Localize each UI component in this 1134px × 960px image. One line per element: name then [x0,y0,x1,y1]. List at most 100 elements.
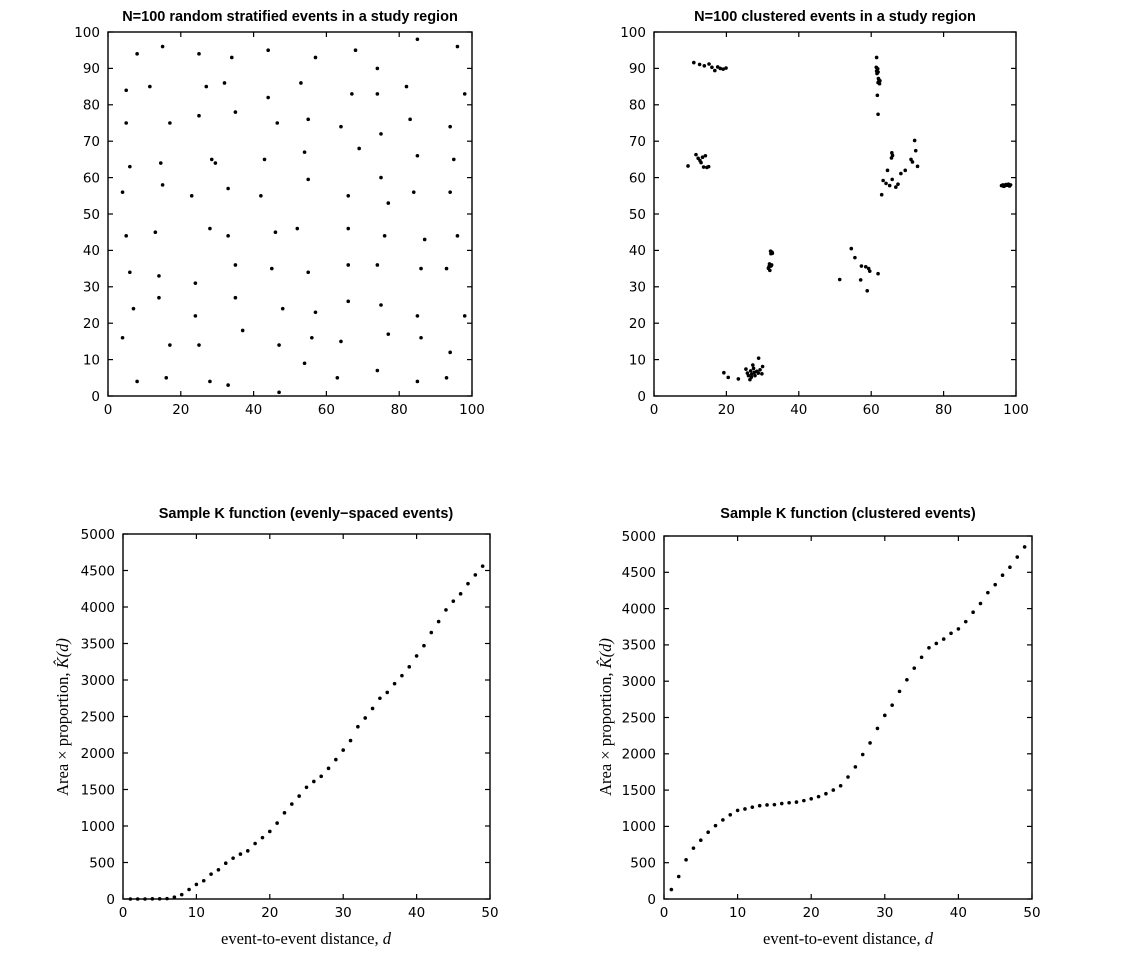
y-tick-label: 0 [91,389,100,405]
data-point [164,376,169,380]
data-point [963,619,968,624]
axes-box [653,31,1017,397]
x-tick-label: 40 [245,402,262,418]
data-point [326,766,331,771]
data-point [749,375,754,379]
data-point [375,66,380,71]
data-point [414,654,419,658]
y-axis-label: Area × proportion, K̂(d) [53,638,72,796]
y-tick-label: 80 [83,98,100,114]
data-point [233,110,238,114]
y-tick-label: 80 [629,98,646,114]
data-point [378,696,382,701]
data-point [226,383,230,387]
data-point [313,55,318,60]
data-point [713,823,718,828]
data-point [208,379,212,384]
data-point [346,263,351,267]
data-point [135,897,140,901]
data-point [120,335,125,340]
data-point [275,821,279,825]
data-point [444,376,449,380]
data-point [986,590,990,595]
data-point [480,564,485,568]
data-point [853,765,858,769]
plot-title: N=100 clustered events in a study region [694,9,976,25]
data-point [160,44,165,49]
y-tick-label: 10 [83,352,100,368]
data-point [743,807,747,811]
x-axis-label: event-to-event distance, d [221,929,392,948]
data-point [751,366,756,371]
data-point [765,803,769,807]
data-point [375,368,380,373]
data-point [231,856,235,860]
y-tick-label: 5000 [622,529,656,545]
data-point [874,55,879,60]
y-tick-label: 3000 [622,674,656,690]
data-point [879,192,884,197]
data-point [158,161,163,165]
data-point [466,581,470,586]
data-point [273,230,278,234]
data-point [736,377,741,381]
plot-title: Sample K function (clustered events) [720,506,976,522]
data-point [978,601,983,606]
x-tick-label: 20 [261,905,278,921]
x-tick-label: 0 [119,905,128,921]
data-point [392,681,397,686]
data-point [260,835,265,840]
data-point [889,156,894,160]
data-point [455,44,460,49]
data-point [268,829,272,834]
axes-box [663,535,1033,900]
data-point [867,269,872,273]
plot-area: 0 20 40 60 80 100 0 10 20 30 40 50 60 70 80 90 100 [74,25,485,418]
data-point [407,665,412,669]
data-point [691,846,696,850]
data-point [266,48,270,52]
data-point [794,800,799,804]
y-tick-label: 3000 [81,673,115,689]
data-point [128,270,132,275]
y-tick-label: 1000 [81,819,115,835]
data-point [831,788,836,792]
data-point [686,164,690,168]
y-tick-label: 10 [629,352,646,368]
data-point [270,266,274,271]
x-tick-label: 100 [1003,402,1029,418]
x-tick-label: 100 [459,402,485,418]
panel-clustered-scatter: N=100 clustered events in a study region… [620,9,1029,418]
data-point [415,37,420,42]
data-point [313,310,318,315]
data-point [302,361,307,366]
data-point [306,177,311,182]
data-point [971,610,975,615]
x-tick-label: 80 [935,402,952,418]
data-point [735,808,740,813]
y-tick-label: 500 [630,856,656,872]
data-point [684,857,688,862]
data-point [168,343,172,347]
data-point [375,92,380,96]
y-tick-label: 70 [629,134,646,150]
data-point [356,724,360,729]
data-point [956,627,961,631]
x-tick-label: 20 [172,402,189,418]
y-tick-label: 20 [629,316,646,332]
data-point [824,791,828,796]
data-point [306,270,311,275]
data-point [419,266,423,271]
data-point [280,306,285,311]
data-point [128,164,132,169]
data-point [157,295,161,300]
data-point [135,379,139,384]
axes-box [122,533,491,900]
data-point [415,314,420,318]
data-point [299,81,303,85]
data-point [883,713,887,718]
data-point [379,175,383,180]
data-point [809,797,813,801]
y-tick-label: 2500 [622,710,656,726]
y-tick-label: 40 [83,243,100,259]
